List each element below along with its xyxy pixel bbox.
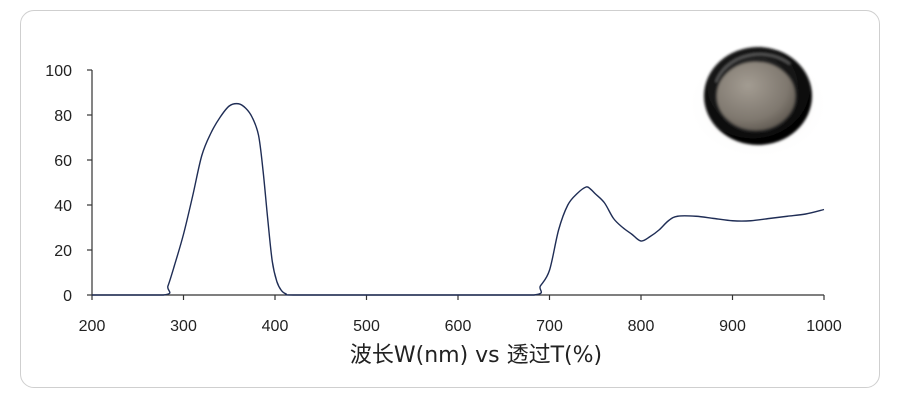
x-tick-label: 700 [536,318,563,335]
x-tick-label: 400 [262,318,289,335]
x-axis-ticks: 200 300 400 500 600 700 800 900 1000 [79,295,842,335]
x-tick-label: 1000 [806,318,842,335]
x-tick-label: 500 [353,318,380,335]
x-tick-label: 800 [628,318,655,335]
x-tick-label: 200 [79,318,106,335]
y-tick-label: 20 [54,243,72,260]
transmission-series-line [92,102,825,296]
y-tick-label: 80 [54,108,72,125]
x-tick-label: 600 [445,318,472,335]
y-tick-label: 40 [54,198,72,215]
x-tick-label: 300 [170,318,197,335]
y-axis-ticks: 0 20 40 60 80 100 [45,63,92,305]
y-tick-label: 0 [63,288,72,305]
y-tick-label: 100 [45,63,72,80]
round-filter-lens-icon [686,47,830,160]
x-axis-title: 波长W(nm) vs 透过T(%) [350,343,602,368]
y-tick-label: 60 [54,153,72,170]
x-tick-label: 900 [719,318,746,335]
